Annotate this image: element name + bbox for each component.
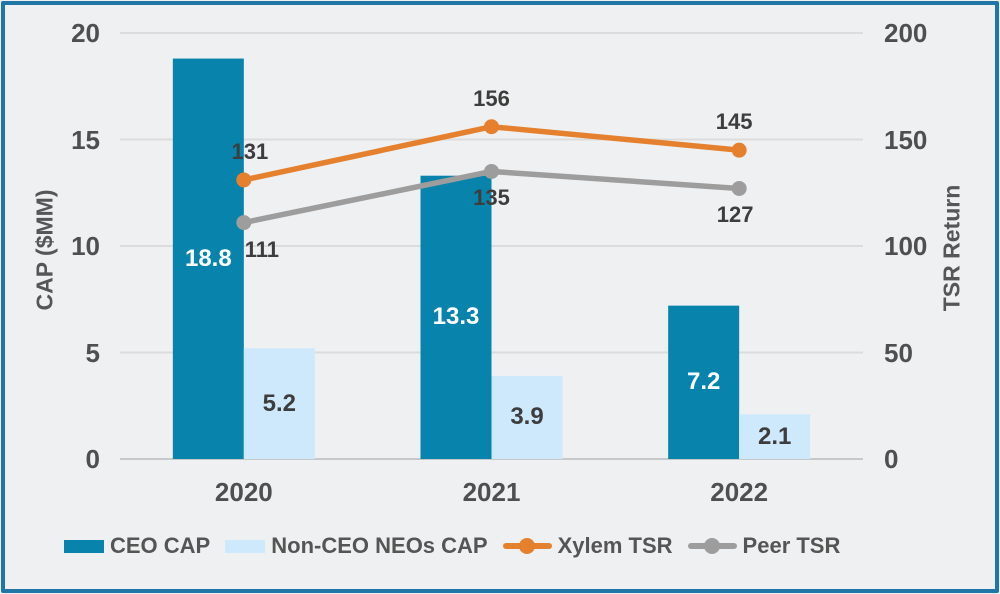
left-axis-tick-label: 20 — [71, 18, 100, 48]
line-marker — [731, 180, 747, 196]
legend-label: Non-CEO NEOs CAP — [271, 533, 488, 558]
line-value-label: 156 — [473, 85, 510, 111]
legend-swatch-icon — [64, 539, 104, 553]
category-label-2021: 2021 — [462, 477, 521, 507]
category-label-2020: 2020 — [214, 477, 273, 507]
legend-swatch-icon — [225, 539, 266, 553]
bar-value-label: 2.1 — [757, 422, 792, 450]
left-axis-tick-label: 5 — [85, 337, 100, 368]
right-axis-tick-label: 0 — [884, 444, 899, 474]
bar-value-label: 3.9 — [510, 403, 544, 431]
bar-ceo-cap-2021 — [420, 175, 492, 459]
line-value-label: 135 — [473, 185, 510, 211]
bar-non-ceo-neos-cap-2020 — [243, 348, 315, 459]
line-marker — [236, 215, 252, 231]
legend: CEO CAP Non-CEO NEOs CAP Xylem TSR Peer TSR — [64, 535, 840, 557]
line-value-label: 131 — [231, 138, 269, 164]
left-axis-title: CAP ($MM) — [31, 189, 58, 311]
legend-item-peer-tsr: Peer TSR — [687, 533, 841, 558]
legend-item-non-ceo-neos-cap: Non-CEO NEOs CAP — [225, 533, 488, 558]
left-axis-tick-label: 0 — [85, 444, 100, 474]
legend-label: CEO CAP — [110, 533, 211, 558]
bar-value-label: 18.8 — [184, 244, 232, 272]
legend-line-marker-icon — [687, 538, 737, 554]
line-value-label: 145 — [715, 109, 753, 135]
legend-dot — [519, 538, 536, 554]
bar-value-label: 5.2 — [262, 389, 297, 417]
legend-label: Xylem TSR — [557, 533, 673, 558]
legend-item-ceo-cap: CEO CAP — [64, 535, 210, 557]
right-axis-tick-label: 50 — [884, 337, 913, 368]
bar-non-ceo-neos-cap-2022 — [739, 414, 811, 459]
line-marker — [484, 119, 499, 135]
line-value-label: 111 — [244, 236, 279, 262]
right-axis-tick-label: 100 — [884, 231, 928, 261]
left-axis-tick-label: 15 — [71, 124, 100, 155]
right-axis-tick-label: 150 — [884, 124, 928, 155]
line-value-label: 127 — [716, 202, 754, 228]
category-label-2022: 2022 — [710, 477, 769, 507]
legend-dot — [704, 538, 721, 554]
left-axis-tick-label: 10 — [71, 231, 100, 261]
bar-ceo-cap-2020 — [172, 58, 244, 460]
bar-non-ceo-neos-cap-2021 — [491, 375, 563, 459]
bar-value-label: 13.3 — [432, 303, 480, 331]
legend-label: Peer TSR — [742, 533, 841, 558]
bar-ceo-cap-2022 — [668, 305, 740, 459]
line-marker — [236, 172, 252, 188]
right-axis-title: TSR Return — [938, 184, 965, 312]
legend-item-xylem-tsr: Xylem TSR — [502, 533, 673, 558]
legend-line-marker-icon — [502, 538, 552, 554]
line-marker — [484, 163, 499, 179]
right-axis-tick-label: 200 — [884, 18, 928, 48]
bar-value-label: 7.2 — [686, 368, 721, 396]
line-marker — [731, 142, 747, 158]
